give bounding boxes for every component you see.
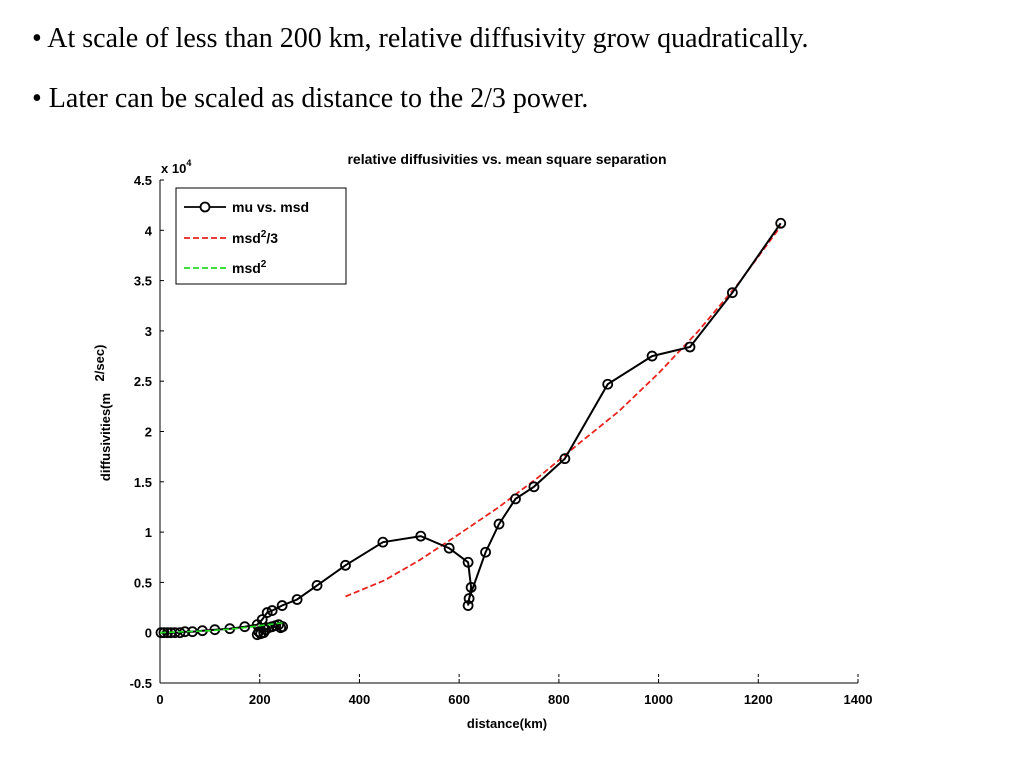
y-tick-label: 1.5 [134, 475, 152, 490]
y-tick-label: 3 [145, 324, 152, 339]
x-tick-label: 200 [249, 692, 271, 707]
bullet-two-thirds-power: • Later can be scaled as distance to the… [32, 83, 589, 114]
y-tick-label: 0.5 [134, 575, 152, 590]
y-multiplier-label: x 104 [161, 158, 191, 176]
data-point [463, 593, 475, 604]
data-point [559, 453, 571, 465]
y-tick-label: 2 [145, 425, 152, 440]
data-point [311, 580, 323, 591]
legend-marker [199, 201, 211, 213]
data-point [291, 594, 303, 605]
x-tick-label: 800 [548, 692, 570, 707]
data-point [684, 341, 696, 353]
cluster-point [277, 621, 289, 633]
data-point [528, 481, 540, 493]
data-point [493, 518, 505, 530]
y-tick-label: 4.5 [134, 173, 152, 188]
x-tick-label: 0 [156, 692, 163, 707]
data-point [377, 536, 389, 548]
data-point [174, 627, 186, 639]
y-tick-label: 3.5 [134, 274, 152, 289]
data-point [775, 217, 787, 229]
y-axis-label: diffusivities(m [98, 393, 113, 481]
data-point [510, 493, 521, 505]
y-tick-label: 1 [145, 525, 152, 540]
data-point [256, 614, 268, 626]
y-tick-label: 2.5 [134, 374, 152, 389]
cluster-point [253, 626, 265, 638]
data-point [266, 605, 278, 616]
slide-bullets: • At scale of less than 200 km, relative… [32, 22, 1012, 116]
series-line-1 [345, 225, 782, 598]
y-tick-label: 4 [145, 223, 153, 238]
data-point [726, 287, 738, 299]
x-tick-label: 600 [448, 692, 470, 707]
y-axis-unit: 2/sec) [92, 345, 107, 382]
x-tick-label: 400 [349, 692, 371, 707]
y-tick-label: 0 [145, 626, 152, 641]
data-point [462, 556, 474, 568]
x-tick-label: 1000 [644, 692, 673, 707]
legend-label-0: mu vs. msd [232, 199, 309, 215]
legend-label-1: msd2/3 [232, 229, 278, 246]
data-point [415, 530, 427, 542]
data-point [443, 542, 455, 554]
legend-label-2: msd2 [232, 259, 267, 276]
x-tick-label: 1200 [744, 692, 773, 707]
data-point [276, 600, 288, 611]
data-point [465, 582, 477, 593]
data-point [340, 559, 351, 571]
x-axis-label: distance(km) [467, 716, 547, 731]
chart-title: relative diffusivities vs. mean square s… [347, 151, 666, 167]
series-line-msd2-overlay [159, 621, 285, 634]
data-point [239, 621, 251, 633]
data-point [261, 607, 273, 618]
data-point [158, 627, 170, 639]
data-point [602, 378, 614, 390]
y-tick-label: -0.5 [130, 676, 152, 691]
bullet-quadratic: • At scale of less than 200 km, relative… [32, 23, 809, 54]
data-point [646, 350, 658, 362]
data-point [462, 600, 474, 611]
series-line-0 [161, 222, 782, 634]
data-point [480, 546, 491, 558]
x-tick-label: 1400 [844, 692, 873, 707]
